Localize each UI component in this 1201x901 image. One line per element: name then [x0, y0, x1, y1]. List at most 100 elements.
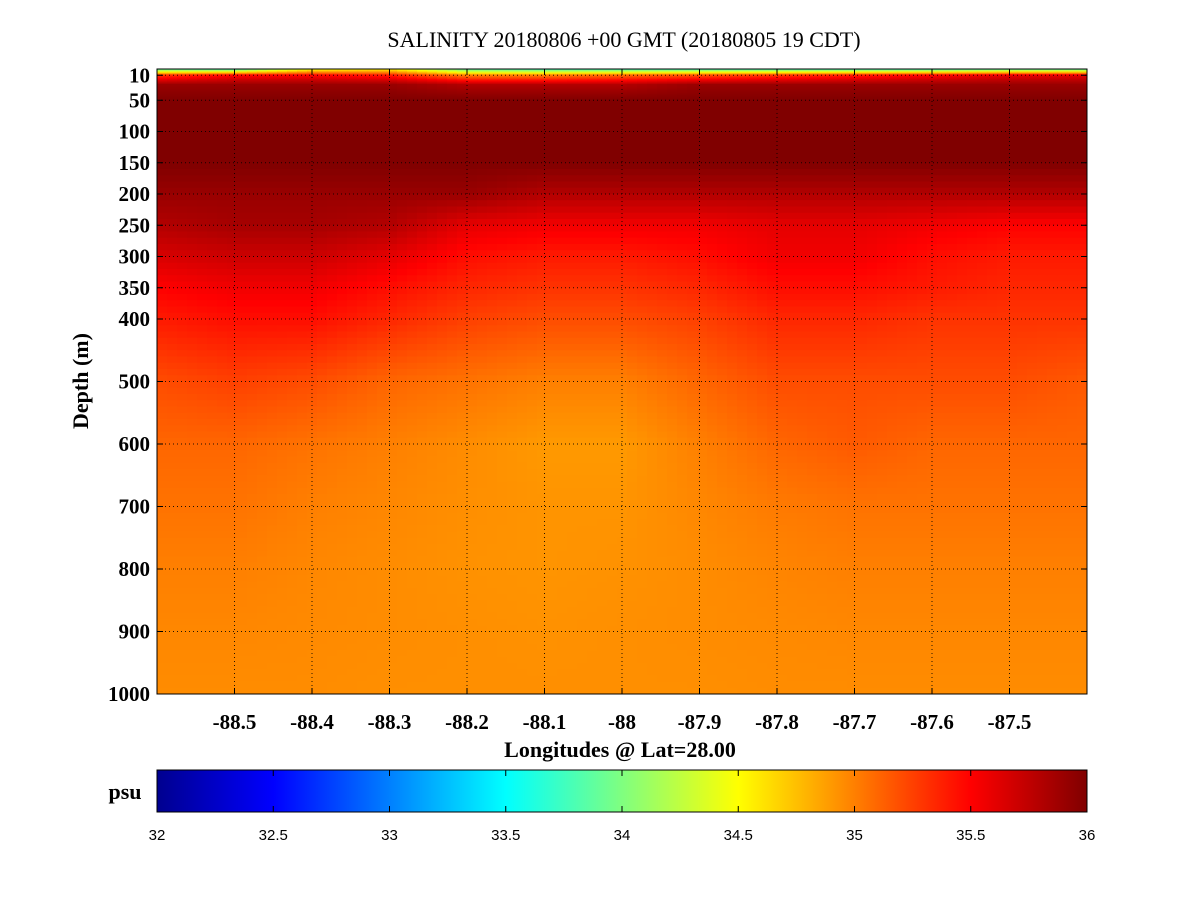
- heat-cell: [367, 119, 378, 126]
- heat-cell: [547, 144, 558, 151]
- heat-cell: [357, 91, 368, 94]
- heat-cell: [857, 101, 868, 104]
- heat-cell: [697, 102, 708, 105]
- heat-cell: [427, 97, 438, 100]
- heat-cell: [767, 69, 778, 71]
- heat-cell: [317, 76, 328, 79]
- heat-cell: [587, 212, 598, 220]
- heat-cell: [957, 87, 968, 90]
- heat-cell: [687, 79, 698, 81]
- heat-cell: [427, 91, 438, 94]
- heat-cell: [697, 169, 708, 176]
- heat-cell: [857, 137, 868, 145]
- heat-cell: [1037, 96, 1048, 99]
- heat-cell: [277, 181, 288, 189]
- heat-cell: [677, 76, 688, 79]
- heat-cell: [457, 99, 468, 101]
- heat-cell: [757, 187, 768, 195]
- heat-cell: [1067, 95, 1078, 98]
- heat-cell: [837, 100, 848, 103]
- heat-cell: [247, 91, 258, 94]
- heat-cell: [197, 70, 208, 73]
- heat-cell: [1077, 81, 1087, 84]
- heat-cell: [477, 100, 488, 103]
- heat-cell: [237, 77, 248, 80]
- heat-cell: [917, 96, 928, 99]
- heat-cell: [1067, 102, 1078, 105]
- heat-cell: [737, 99, 748, 101]
- heat-cell: [947, 212, 958, 220]
- heat-cell: [937, 70, 948, 73]
- heat-cell: [687, 225, 698, 233]
- heat-cell: [767, 156, 778, 164]
- heat-cell: [927, 175, 938, 183]
- heat-cell: [187, 74, 198, 76]
- heat-cell: [227, 99, 238, 101]
- heat-cell: [907, 156, 918, 164]
- heat-cell: [157, 69, 168, 71]
- heat-cell: [897, 200, 908, 208]
- heat-cell: [887, 102, 898, 105]
- heat-cell: [177, 95, 188, 98]
- heat-cell: [257, 81, 268, 84]
- heat-cell: [467, 94, 478, 96]
- heat-cell: [837, 156, 848, 164]
- heat-cell: [237, 131, 248, 139]
- heat-cell: [517, 144, 528, 151]
- heat-cell: [707, 95, 718, 98]
- heat-cell: [627, 200, 638, 208]
- heat-cell: [307, 187, 318, 195]
- heat-cell: [697, 79, 708, 81]
- heat-cell: [917, 200, 928, 208]
- heat-cell: [837, 95, 848, 98]
- heat-cell: [437, 97, 448, 100]
- heat-cell: [977, 84, 988, 86]
- heat-cell: [547, 96, 558, 99]
- heat-cell: [637, 80, 648, 83]
- heat-cell: [447, 82, 458, 85]
- heat-cell: [377, 99, 388, 101]
- heat-cell: [737, 250, 748, 258]
- heat-cell: [457, 212, 468, 220]
- heat-cell: [607, 100, 618, 103]
- heat-cell: [227, 219, 238, 226]
- heat-cell: [837, 77, 848, 80]
- heat-cell: [807, 92, 818, 95]
- heat-cell: [437, 75, 448, 78]
- heat-cell: [587, 101, 598, 104]
- heat-cell: [267, 96, 278, 99]
- heat-cell: [927, 81, 938, 84]
- heat-cell: [917, 150, 928, 158]
- heat-cell: [357, 156, 368, 164]
- heat-cell: [547, 69, 558, 71]
- heat-cell: [867, 131, 878, 139]
- heat-cell: [1037, 200, 1048, 208]
- heat-cell: [917, 237, 928, 245]
- heat-cell: [537, 106, 548, 114]
- heat-cell: [357, 85, 368, 88]
- heat-cell: [247, 77, 258, 80]
- heat-cell: [677, 97, 688, 100]
- heat-cell: [407, 79, 418, 81]
- heat-cell: [437, 250, 448, 258]
- heat-cell: [917, 81, 928, 84]
- heat-cell: [437, 101, 448, 104]
- heat-cell: [217, 105, 228, 108]
- heat-cell: [597, 91, 608, 94]
- heat-cell: [247, 92, 258, 95]
- heat-cell: [267, 156, 278, 164]
- heat-cell: [887, 100, 898, 103]
- heat-cell: [467, 101, 478, 104]
- heat-cell: [577, 94, 588, 96]
- heat-cell: [807, 77, 818, 80]
- heat-cell: [277, 95, 288, 98]
- heat-cell: [1057, 70, 1068, 73]
- heat-cell: [817, 162, 828, 170]
- heat-cell: [507, 80, 518, 83]
- heat-cell: [477, 150, 488, 158]
- heat-cell: [387, 72, 398, 75]
- heat-cell: [537, 99, 548, 101]
- heat-cell: [177, 131, 188, 139]
- heat-cell: [227, 95, 238, 98]
- heat-cell: [697, 74, 708, 76]
